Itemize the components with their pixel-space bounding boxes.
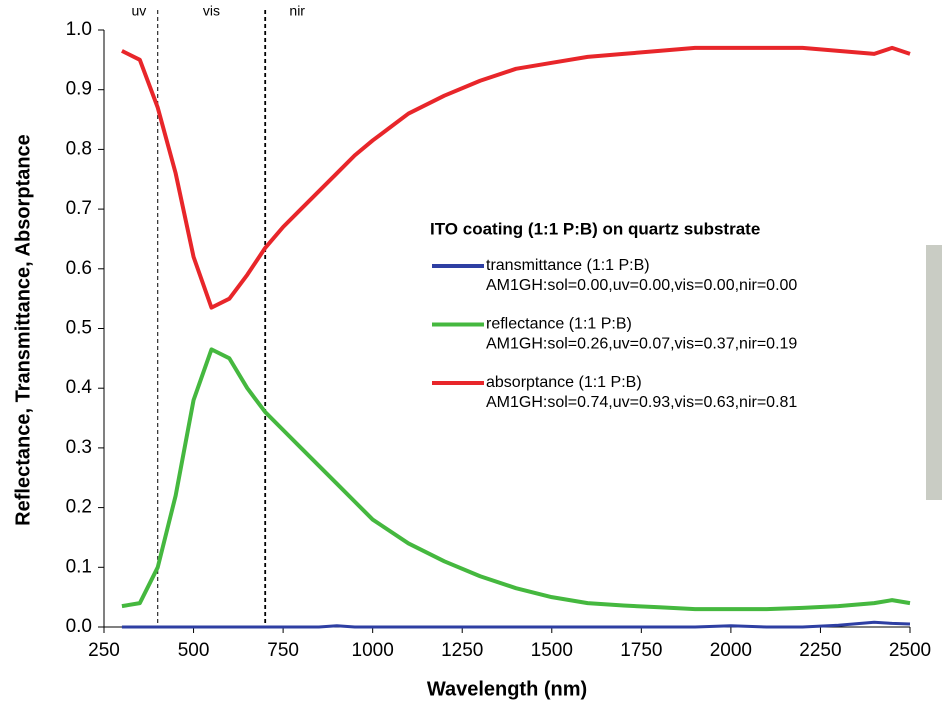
region-label: uv bbox=[131, 3, 146, 19]
y-tick-label: 1.0 bbox=[66, 19, 92, 40]
x-axis-title: Wavelength (nm) bbox=[427, 678, 587, 700]
x-tick-label: 1750 bbox=[620, 640, 662, 661]
x-tick-label: 2000 bbox=[710, 640, 752, 661]
x-tick-label: 500 bbox=[178, 640, 210, 661]
y-tick-label: 0.1 bbox=[66, 556, 92, 577]
x-tick-label: 750 bbox=[267, 640, 299, 661]
y-tick-label: 0.3 bbox=[66, 437, 92, 458]
x-tick-label: 250 bbox=[88, 640, 120, 661]
legend-note: AM1GH:sol=0.26,uv=0.07,vis=0.37,nir=0.19 bbox=[486, 336, 797, 353]
legend-label: transmittance (1:1 P:B) bbox=[486, 257, 650, 274]
y-tick-label: 0.8 bbox=[66, 138, 92, 159]
region-label: nir bbox=[289, 3, 305, 19]
legend-note: AM1GH:sol=0.00,uv=0.00,vis=0.00,nir=0.00 bbox=[486, 277, 797, 294]
y-tick-label: 0.2 bbox=[66, 497, 92, 518]
region-label: vis bbox=[203, 3, 220, 19]
y-tick-label: 0.9 bbox=[66, 79, 92, 100]
y-axis-title: Reflectance, Transmittance, Absorptance bbox=[12, 134, 34, 526]
legend-title: ITO coating (1:1 P:B) on quartz substrat… bbox=[430, 219, 760, 238]
data-line bbox=[121, 45, 911, 310]
y-tick-label: 0.0 bbox=[66, 616, 92, 637]
legend-label: reflectance (1:1 P:B) bbox=[486, 316, 632, 333]
y-tick-label: 0.6 bbox=[66, 258, 92, 279]
data-line bbox=[121, 347, 911, 612]
photo-thumbnail bbox=[926, 245, 942, 500]
x-tick-label: 1000 bbox=[352, 640, 394, 661]
data-line bbox=[121, 620, 911, 629]
y-tick-label: 0.4 bbox=[66, 377, 93, 398]
y-tick-label: 0.5 bbox=[66, 318, 92, 339]
x-tick-label: 1250 bbox=[441, 640, 483, 661]
y-tick-label: 0.7 bbox=[66, 198, 92, 219]
x-tick-label: 2500 bbox=[889, 640, 931, 661]
legend-note: AM1GH:sol=0.74,uv=0.93,vis=0.63,nir=0.81 bbox=[486, 394, 797, 411]
x-tick-label: 2250 bbox=[799, 640, 841, 661]
legend-label: absorptance (1:1 P:B) bbox=[486, 374, 642, 391]
x-tick-label: 1500 bbox=[531, 640, 573, 661]
